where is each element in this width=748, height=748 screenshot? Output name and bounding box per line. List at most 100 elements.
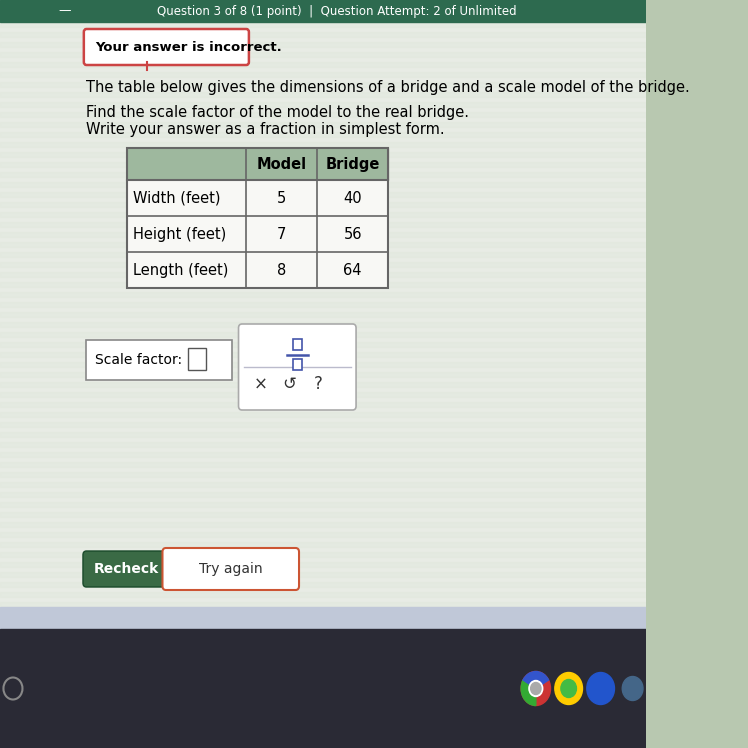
Bar — [0, 322, 646, 327]
Bar — [0, 502, 646, 507]
Wedge shape — [521, 680, 536, 705]
Bar — [127, 148, 388, 288]
Ellipse shape — [85, 639, 302, 748]
Bar — [0, 282, 646, 287]
Bar — [0, 232, 646, 237]
Bar — [0, 607, 646, 629]
Text: Scale factor:: Scale factor: — [95, 353, 183, 367]
Bar — [0, 122, 646, 127]
Bar — [0, 32, 646, 37]
Circle shape — [561, 679, 577, 697]
Bar — [0, 192, 646, 197]
Bar — [0, 312, 646, 317]
Text: 5: 5 — [277, 191, 286, 206]
Bar — [0, 52, 646, 57]
Wedge shape — [523, 672, 548, 688]
Text: 8: 8 — [277, 263, 286, 278]
Ellipse shape — [298, 332, 463, 502]
Text: ↺: ↺ — [283, 375, 296, 393]
Bar — [0, 22, 646, 27]
Bar — [0, 302, 646, 307]
Circle shape — [521, 672, 551, 705]
Bar — [0, 562, 646, 567]
Bar — [0, 462, 646, 467]
Bar — [0, 292, 646, 297]
Bar — [0, 182, 646, 187]
Text: ×: × — [254, 375, 268, 393]
Ellipse shape — [88, 628, 408, 748]
FancyBboxPatch shape — [162, 548, 299, 590]
Bar — [0, 222, 646, 227]
Bar — [0, 512, 646, 517]
Text: The table below gives the dimensions of a bridge and a scale model of the bridge: The table below gives the dimensions of … — [87, 80, 690, 95]
Circle shape — [529, 681, 543, 696]
Ellipse shape — [105, 494, 266, 670]
Circle shape — [622, 676, 643, 700]
Text: Try again: Try again — [199, 562, 263, 576]
Bar — [0, 22, 646, 617]
Text: Question 3 of 8 (1 point)  |  Question Attempt: 2 of Unlimited: Question 3 of 8 (1 point) | Question Att… — [157, 4, 517, 17]
FancyBboxPatch shape — [239, 324, 356, 410]
Bar — [0, 212, 646, 217]
Bar — [292, 358, 302, 370]
Bar — [127, 180, 388, 216]
FancyBboxPatch shape — [83, 551, 169, 587]
Bar — [0, 372, 646, 377]
Bar — [0, 382, 646, 387]
Bar — [0, 492, 646, 497]
Circle shape — [555, 672, 583, 705]
Bar — [0, 592, 646, 597]
Bar — [0, 532, 646, 537]
Circle shape — [530, 682, 541, 694]
Bar — [0, 142, 646, 147]
Text: Length (feet): Length (feet) — [133, 263, 228, 278]
Bar — [0, 202, 646, 207]
Ellipse shape — [138, 593, 243, 741]
Ellipse shape — [61, 468, 165, 630]
Ellipse shape — [129, 588, 438, 735]
Ellipse shape — [116, 300, 346, 377]
Bar — [0, 612, 646, 617]
Text: Your answer is incorrect.: Your answer is incorrect. — [95, 40, 282, 54]
Ellipse shape — [41, 338, 274, 412]
Text: Bridge: Bridge — [325, 156, 380, 171]
Bar — [0, 152, 646, 157]
FancyBboxPatch shape — [84, 29, 249, 65]
Bar — [127, 216, 388, 252]
Text: Height (feet): Height (feet) — [133, 227, 227, 242]
Bar — [0, 572, 646, 577]
Text: 7: 7 — [277, 227, 286, 242]
Bar — [127, 252, 388, 288]
Bar — [0, 132, 646, 137]
Bar — [0, 452, 646, 457]
Bar — [0, 112, 646, 117]
Text: 64: 64 — [343, 263, 362, 278]
Bar — [0, 0, 646, 22]
Text: ?: ? — [313, 375, 322, 393]
Bar — [0, 402, 646, 407]
Bar — [0, 172, 646, 177]
FancyBboxPatch shape — [87, 340, 232, 380]
Bar — [0, 42, 646, 47]
Ellipse shape — [424, 573, 676, 653]
Text: Recheck: Recheck — [94, 562, 159, 576]
Text: 40: 40 — [343, 191, 362, 206]
Ellipse shape — [163, 454, 293, 621]
Text: Write your answer as a fraction in simplest form.: Write your answer as a fraction in simpl… — [87, 122, 445, 137]
Bar — [0, 432, 646, 437]
Ellipse shape — [69, 405, 242, 555]
Ellipse shape — [207, 405, 380, 555]
Text: —: — — [58, 4, 71, 17]
Ellipse shape — [0, 405, 173, 555]
Circle shape — [587, 672, 614, 705]
Bar — [0, 542, 646, 547]
Ellipse shape — [362, 329, 450, 522]
Bar — [0, 82, 646, 87]
Bar — [0, 442, 646, 447]
Text: Width (feet): Width (feet) — [133, 191, 221, 206]
Bar — [127, 148, 388, 180]
Ellipse shape — [277, 405, 450, 555]
Text: Model: Model — [257, 156, 307, 171]
Ellipse shape — [383, 543, 499, 683]
Bar — [0, 392, 646, 397]
